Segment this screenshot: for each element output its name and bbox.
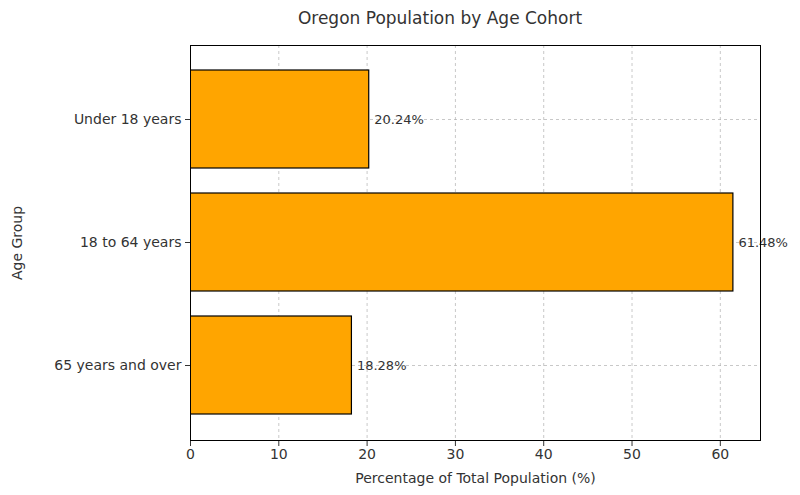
html-text:Oregon Population by Age Cohor: Oregon Population by Age Cohort — [297, 8, 583, 28]
svg-text:30: 30 — [446, 446, 464, 462]
svg-text:18 to 64 years: 18 to 64 years — [80, 234, 182, 250]
svg-text:60: 60 — [711, 446, 729, 462]
svg-text:50: 50 — [623, 446, 641, 462]
svg-text:65 years and over: 65 years and over — [54, 357, 181, 373]
svg-text:61.48%: 61.48% — [738, 235, 788, 250]
svg-text:18.28%: 18.28% — [357, 358, 407, 373]
svg-text:Age Group: Age Group — [9, 206, 25, 280]
svg-text:20: 20 — [358, 446, 376, 462]
svg-text:20.24%: 20.24% — [374, 112, 424, 127]
svg-text:10: 10 — [270, 446, 288, 462]
svg-text:0: 0 — [186, 446, 195, 462]
svg-text:40: 40 — [535, 446, 553, 462]
svg-text:Percentage of Total Population: Percentage of Total Population (%) — [355, 470, 596, 486]
svg-text:Under 18 years: Under 18 years — [74, 111, 182, 127]
